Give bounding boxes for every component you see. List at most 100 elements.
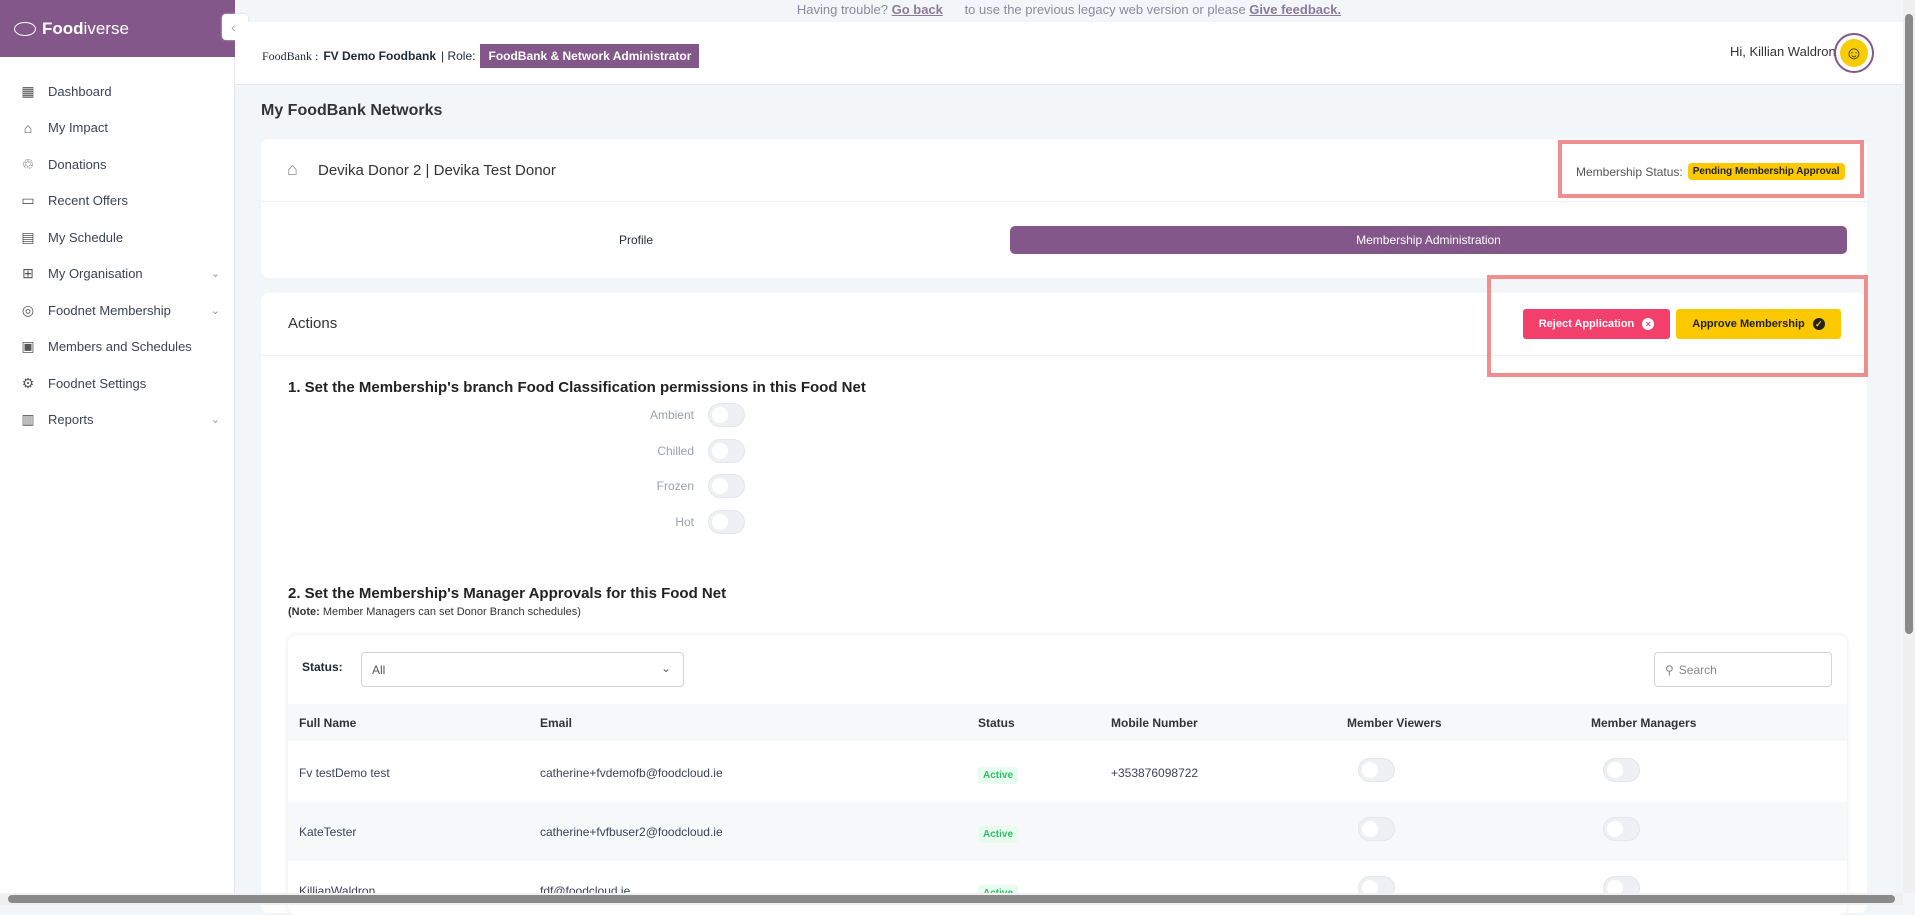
sidebar-item-foodnet-settings[interactable]: ⚙ Foodnet Settings (20, 369, 220, 397)
org-name: Devika Donor 2 | Devika Test Donor (318, 162, 556, 179)
sidebar-item-members-and-schedules[interactable]: ▣ Members and Schedules (20, 333, 220, 361)
sidebar-item-my-schedule[interactable]: ▤ My Schedule (20, 223, 220, 251)
cell-email: catherine+fvfbuser2@foodcloud.ie (540, 825, 723, 839)
dashboard-icon: ▦ (21, 82, 35, 99)
note-label: (Note: (288, 606, 320, 618)
brand-rest: iverse (83, 18, 129, 38)
note-text: Member Managers can set Donor Branch sch… (322, 606, 581, 618)
toggle-frozen[interactable] (708, 474, 745, 498)
reject-application-button[interactable]: Reject Application × (1523, 309, 1670, 339)
user-greeting: Hi, Killian Waldron (1730, 44, 1836, 59)
search-placeholder: Search (1678, 663, 1717, 677)
org-icon: ⊞ (22, 265, 34, 281)
toggle-ambient[interactable] (708, 403, 745, 427)
horizontal-scrollbar[interactable] (0, 893, 1903, 905)
membership-icon: ◎ (21, 301, 35, 318)
sidebar-item-dashboard[interactable]: ▦ Dashboard (20, 77, 220, 105)
smiley-icon: ☺ (1840, 39, 1868, 67)
brand-bold: Food (42, 18, 84, 38)
column-header[interactable]: Status (978, 716, 1015, 730)
search-icon: ⚲ (1665, 663, 1674, 677)
sidebar-item-reports[interactable]: ▥ Reports ⌄ (20, 406, 220, 434)
section2-title: 2. Set the Membership's Manager Approval… (288, 585, 727, 602)
sidebar-item-label: My Schedule (48, 229, 124, 245)
column-header[interactable]: Email (540, 716, 573, 730)
sidebar-item-label: Dashboard (48, 83, 112, 99)
status-badge: Active (978, 767, 1019, 784)
column-header[interactable]: Member Viewers (1347, 716, 1442, 730)
toggle-label: Ambient (649, 408, 694, 422)
sidebar-item-my-impact[interactable]: ⌂ My Impact (20, 114, 220, 142)
foodbank-name: FV Demo Foodbank (323, 49, 437, 63)
page-title: My FoodBank Networks (261, 102, 443, 119)
cell-name: Fv testDemo test (299, 766, 390, 780)
chevron-down-icon: ⌄ (210, 414, 220, 426)
sidebar-item-label: My Impact (48, 120, 108, 135)
cell-name: KateTester (299, 825, 357, 839)
foodbank-label: FoodBank : (262, 48, 319, 63)
approve-label: Approve Membership (1692, 318, 1805, 330)
member-manager-toggle[interactable] (1603, 817, 1640, 841)
give-feedback-link[interactable]: Give feedback. (1249, 2, 1342, 17)
contact-icon: ▣ (21, 338, 35, 354)
status-filter-value: All (372, 663, 386, 677)
home-icon: ⌂ (23, 119, 33, 136)
org-card: ⌂ Devika Donor 2 | Devika Test Donor Mem… (261, 139, 1867, 278)
toggle-hot[interactable] (708, 509, 745, 534)
toggle-chilled[interactable] (708, 438, 745, 463)
cell-email: catherine+fvdemofb@foodcloud.ie (540, 766, 723, 780)
toggle-label: Chilled (657, 443, 694, 458)
donation-icon: ♲ (21, 155, 35, 172)
go-back-link[interactable]: Go back (891, 2, 943, 17)
avatar[interactable]: ☺ (1834, 33, 1874, 73)
highlight-box (1558, 140, 1864, 198)
sidebar-item-label: Recent Offers (48, 193, 128, 208)
approve-membership-button[interactable]: Approve Membership ✓ (1676, 309, 1841, 339)
toggle-label: Hot (675, 514, 694, 529)
status-label: Membership Status: (1576, 164, 1683, 179)
tab-profile[interactable]: Profile (618, 233, 653, 247)
member-viewer-toggle[interactable] (1358, 758, 1395, 782)
close-circle-icon: × (1642, 318, 1655, 330)
sidebar-item-label: Foodnet Membership (48, 302, 171, 318)
status-filter-label: Status: (302, 660, 343, 674)
column-header[interactable]: Member Managers (1591, 716, 1697, 730)
column-header[interactable]: Mobile Number (1111, 716, 1198, 730)
sidebar-item-recent-offers[interactable]: ▭ Recent Offers (20, 187, 220, 215)
member-viewer-toggle[interactable] (1358, 817, 1395, 841)
cell-mobile: +353876098722 (1111, 766, 1199, 780)
member-manager-toggle[interactable] (1603, 758, 1640, 782)
banner-text: Having trouble? (796, 2, 888, 17)
role-label: | Role: (441, 49, 476, 63)
status-badge: Pending Membership Approval (1687, 163, 1845, 180)
sidebar-item-label: My Organisation (48, 266, 143, 281)
sidebar-item-label: Donations (48, 156, 107, 172)
toggle-label: Frozen (656, 479, 694, 493)
members-table-card: Status: All ⌄ ⚲ Search (288, 635, 1847, 915)
column-header[interactable]: Full Name (299, 716, 357, 730)
highlight-box (1487, 275, 1868, 377)
table-row-stripe (288, 802, 1847, 861)
logo[interactable]: Foodiverse (0, 0, 235, 57)
vertical-scrollbar[interactable] (1903, 0, 1915, 893)
banner-text-2: to use the previous legacy web version o… (964, 2, 1246, 17)
section1-title: 1. Set the Membership's branch Food Clas… (288, 379, 866, 396)
logo-icon (14, 21, 36, 36)
status-badge: Active (978, 826, 1019, 843)
chevron-down-icon: ⌄ (210, 268, 220, 280)
status-filter-select[interactable]: All ⌄ (361, 652, 684, 687)
search-input[interactable]: ⚲ Search (1654, 652, 1832, 687)
sidebar-item-my-organisation[interactable]: ⊞ My Organisation ⌄ (20, 260, 220, 288)
sidebar-item-foodnet-membership[interactable]: ◎ Foodnet Membership ⌄ (20, 296, 220, 324)
tab-membership-administration[interactable]: Membership Administration (1010, 226, 1847, 254)
gear-icon: ⚙ (21, 374, 35, 391)
reject-label: Reject Application (1538, 318, 1635, 330)
archive-icon: ▭ (21, 192, 35, 208)
chevron-down-icon: ⌄ (210, 304, 220, 317)
chevron-down-icon: ⌄ (660, 661, 671, 675)
actions-title: Actions (288, 315, 338, 332)
sidebar-item-label: Foodnet Settings (48, 375, 147, 391)
sidebar-item-label: Reports (48, 412, 94, 427)
check-circle-icon: ✓ (1812, 318, 1825, 330)
sidebar-item-donations[interactable]: ♲ Donations (20, 150, 220, 178)
